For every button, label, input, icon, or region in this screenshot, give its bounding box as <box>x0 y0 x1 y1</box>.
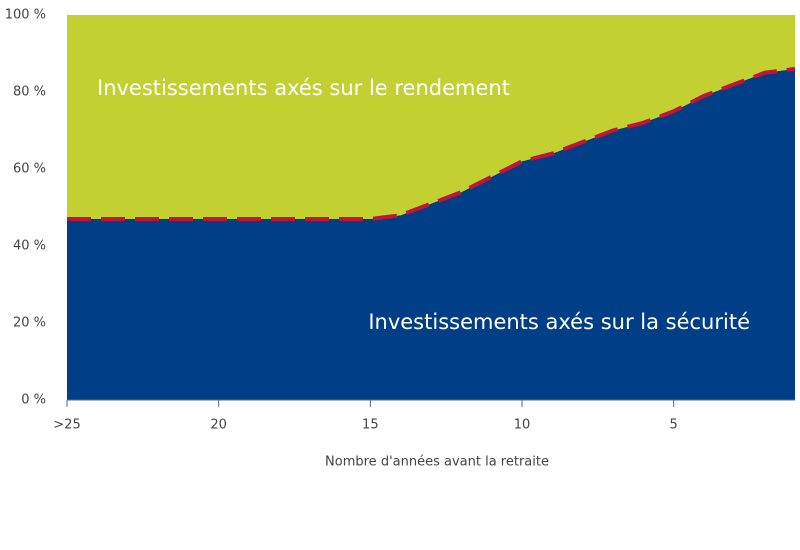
y-tick-label: 20 % <box>13 316 46 331</box>
x-tick-label: >25 <box>53 418 80 433</box>
boundary-line <box>67 66 796 222</box>
area-label: Investissements axés sur la sécurité <box>368 310 750 334</box>
area <box>67 68 795 401</box>
x-tick-label: 10 <box>514 418 531 433</box>
x-tick-label: 5 <box>670 418 678 433</box>
x-axis-label: Nombre d'années avant la retraite <box>325 455 549 470</box>
y-tick-label: 60 % <box>13 162 46 177</box>
x-tick-label: 15 <box>362 418 379 433</box>
y-tick-label: 80 % <box>13 85 46 100</box>
area <box>67 15 795 220</box>
x-tick-label: 20 <box>210 418 227 433</box>
area-label: Investissements axés sur le rendement <box>97 76 510 100</box>
y-tick-label: 40 % <box>13 239 46 254</box>
y-tick-label: 0 % <box>21 393 46 408</box>
y-tick-label: 100 % <box>5 8 46 23</box>
